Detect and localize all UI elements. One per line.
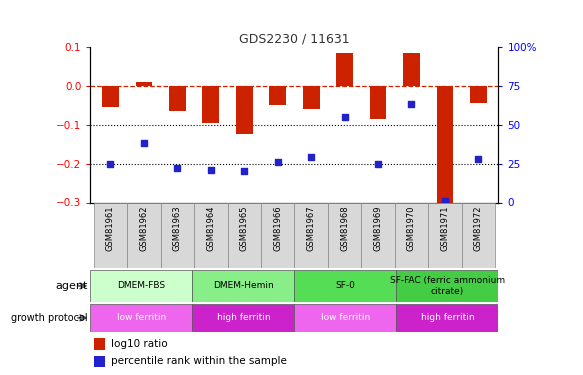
Bar — [269, 86, 286, 105]
Point — [139, 140, 149, 146]
Bar — [94, 202, 127, 268]
Bar — [90, 270, 192, 302]
Text: growth protocol: growth protocol — [11, 313, 87, 323]
Text: log10 ratio: log10 ratio — [111, 339, 167, 349]
Bar — [370, 86, 387, 119]
Bar — [328, 202, 361, 268]
Bar — [202, 86, 219, 123]
Bar — [396, 304, 498, 332]
Text: low ferritin: low ferritin — [117, 314, 166, 322]
Point — [440, 198, 449, 204]
Bar — [429, 202, 462, 268]
Bar — [294, 202, 328, 268]
Text: GSM81969: GSM81969 — [374, 206, 382, 251]
Text: SF-FAC (ferric ammonium
citrate): SF-FAC (ferric ammonium citrate) — [390, 276, 505, 296]
Text: high ferritin: high ferritin — [421, 314, 474, 322]
Text: GSM81963: GSM81963 — [173, 206, 182, 251]
Bar — [294, 304, 396, 332]
Point — [340, 114, 349, 120]
Text: SF-0: SF-0 — [335, 281, 356, 290]
Bar — [396, 270, 498, 302]
Bar — [437, 86, 454, 206]
Point — [474, 156, 483, 162]
Point — [106, 160, 115, 166]
Point — [173, 165, 182, 171]
Point — [206, 167, 216, 173]
Bar — [361, 202, 395, 268]
Bar — [192, 304, 294, 332]
Bar — [90, 304, 192, 332]
Text: GSM81964: GSM81964 — [206, 206, 215, 251]
Text: low ferritin: low ferritin — [321, 314, 370, 322]
Text: GSM81961: GSM81961 — [106, 206, 115, 251]
Bar — [303, 86, 319, 109]
Text: agent: agent — [55, 281, 87, 291]
Bar — [403, 53, 420, 86]
Bar — [160, 202, 194, 268]
Text: GSM81971: GSM81971 — [440, 206, 449, 251]
Bar — [169, 86, 186, 111]
Text: GSM81968: GSM81968 — [340, 206, 349, 251]
Bar — [462, 202, 495, 268]
Text: GSM81965: GSM81965 — [240, 206, 249, 251]
Text: GSM81970: GSM81970 — [407, 206, 416, 251]
Text: GSM81972: GSM81972 — [474, 206, 483, 251]
Bar — [127, 202, 160, 268]
Bar — [102, 86, 119, 107]
Bar — [94, 338, 105, 350]
Bar — [294, 270, 396, 302]
Point — [373, 160, 382, 166]
Text: GSM81966: GSM81966 — [273, 206, 282, 251]
Bar — [261, 202, 294, 268]
Bar — [395, 202, 429, 268]
Text: GSM81967: GSM81967 — [307, 206, 315, 251]
Bar — [194, 202, 227, 268]
Bar — [236, 86, 252, 134]
Bar — [192, 270, 294, 302]
Text: DMEM-FBS: DMEM-FBS — [117, 281, 166, 290]
Title: GDS2230 / 11631: GDS2230 / 11631 — [239, 33, 350, 46]
Bar — [336, 53, 353, 86]
Text: high ferritin: high ferritin — [217, 314, 270, 322]
Bar — [135, 82, 152, 86]
Text: DMEM-Hemin: DMEM-Hemin — [213, 281, 274, 290]
Point — [407, 102, 416, 108]
Bar — [94, 356, 105, 367]
Point — [273, 159, 282, 165]
Text: percentile rank within the sample: percentile rank within the sample — [111, 356, 287, 366]
Bar — [227, 202, 261, 268]
Text: GSM81962: GSM81962 — [139, 206, 149, 251]
Point — [240, 168, 249, 174]
Point — [307, 154, 316, 160]
Bar — [470, 86, 487, 103]
